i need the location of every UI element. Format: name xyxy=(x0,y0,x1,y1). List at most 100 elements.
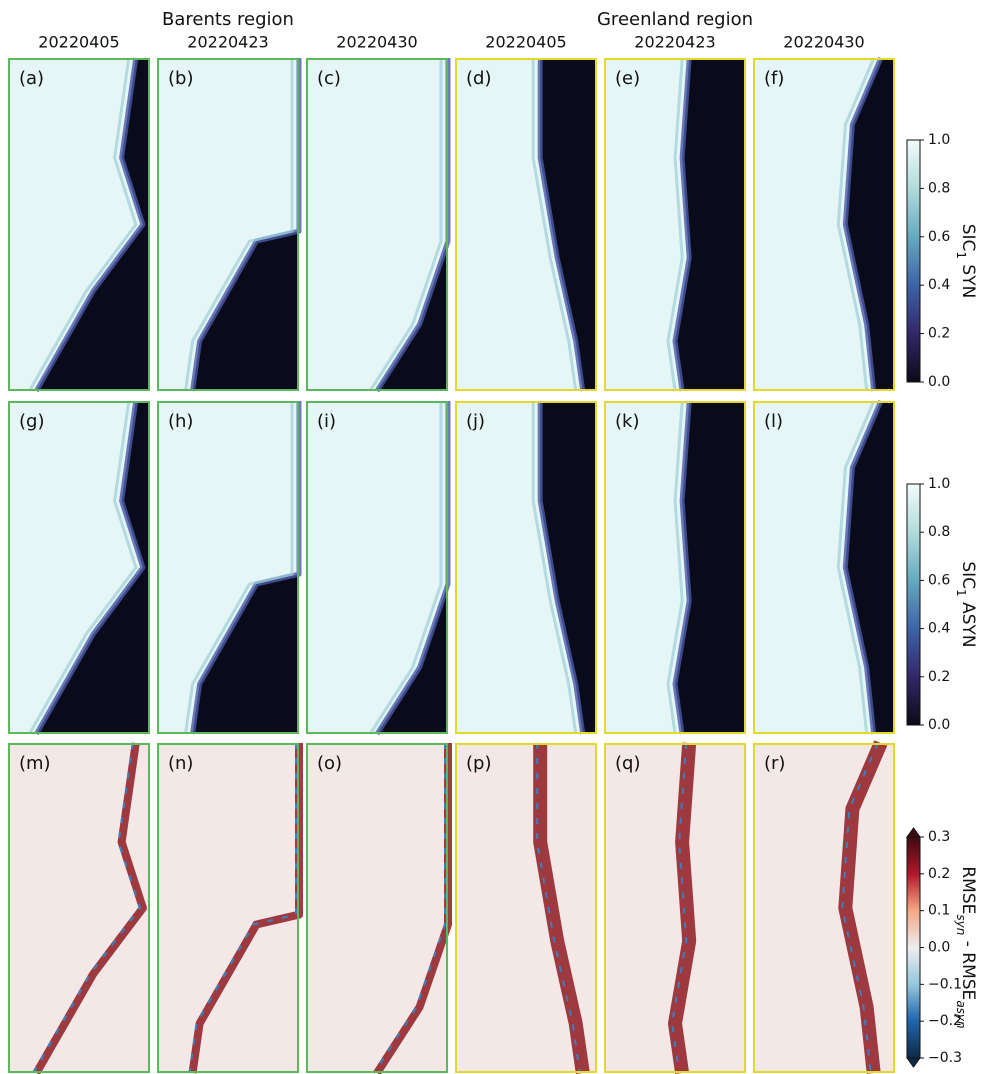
difference-band-blue xyxy=(188,743,297,1074)
open-water xyxy=(845,58,895,391)
difference-band xyxy=(838,740,888,1074)
panel-border xyxy=(306,743,448,1073)
colorbar-fill xyxy=(907,140,920,382)
label-part: SIC xyxy=(958,561,978,589)
date-label: 20220405 xyxy=(485,33,566,52)
panel-border xyxy=(8,401,150,734)
colorbar-tick-label: 0.0 xyxy=(928,940,950,956)
panel-border xyxy=(455,58,597,391)
colorbar-frame xyxy=(906,139,921,383)
colorbar-tick-label: 0.0 xyxy=(928,717,950,733)
label-part: SYN xyxy=(958,259,978,298)
ice-edge-inner xyxy=(531,58,578,392)
panel: (m) xyxy=(8,742,150,1074)
colorbar-tick-label: 0.6 xyxy=(928,229,950,245)
panel-background xyxy=(157,743,299,1073)
ice-edge xyxy=(537,401,586,735)
colorbar-tick-label: 0.6 xyxy=(928,572,950,588)
ice-edge-inner xyxy=(184,58,294,392)
label-subscript: 1 xyxy=(955,589,969,597)
date-label: 20220430 xyxy=(783,33,864,52)
panel-label: (c) xyxy=(317,68,341,89)
difference-band-blue xyxy=(32,742,141,1074)
panel-border xyxy=(8,58,150,391)
colorbar: −0.3 −0.2 −0.1 0.0 0.1 0.2 0.3 RMSEsyn - RMSEas… xyxy=(906,827,978,1068)
open-water xyxy=(675,401,746,734)
panel: (g) xyxy=(8,400,150,736)
open-water xyxy=(377,401,448,734)
panel-label: (p) xyxy=(466,753,491,774)
colorbar-tick-label: 0.2 xyxy=(928,866,950,882)
difference-band-blue xyxy=(373,743,446,1074)
panel-label: (g) xyxy=(19,411,44,432)
colorbar-tick-label: 0.4 xyxy=(928,621,950,637)
ice-edge xyxy=(672,57,692,392)
panel-border xyxy=(604,743,746,1073)
colorbar-label: SIC1 ASYN xyxy=(955,561,979,647)
date-label: 20220423 xyxy=(187,33,268,52)
colorbar-tick-label: 0.8 xyxy=(928,180,950,196)
panel: (q) xyxy=(604,742,746,1074)
colorbar-tick-label: 1.0 xyxy=(928,132,950,148)
difference-band xyxy=(32,742,147,1074)
colorbar-tick-label: 0.8 xyxy=(928,524,950,540)
panel: (k) xyxy=(604,400,746,735)
colorbar-fill xyxy=(907,484,920,725)
open-water xyxy=(540,401,597,734)
panel: (j) xyxy=(455,401,597,735)
panel-border xyxy=(157,401,299,734)
panel-border xyxy=(306,401,448,734)
panel: (e) xyxy=(604,57,746,392)
ice-edge xyxy=(34,57,146,393)
panel: (n) xyxy=(157,743,303,1074)
panel-border xyxy=(157,58,299,391)
panel-label: (r) xyxy=(764,753,785,774)
panel-label: (n) xyxy=(168,753,193,774)
panel: (l) xyxy=(753,400,895,735)
ice-edge xyxy=(537,58,586,392)
label-part: RMSE xyxy=(958,866,978,914)
colorbar-frame xyxy=(906,483,921,726)
ice-edge-inner xyxy=(836,400,876,735)
panel: (b) xyxy=(157,58,302,392)
label-part: SIC xyxy=(958,224,978,252)
label-subscript: asyn xyxy=(955,1000,969,1028)
colorbar-tick-label: −0.3 xyxy=(928,1050,962,1066)
panel: (a) xyxy=(8,57,150,393)
panel-background xyxy=(306,743,448,1073)
panel-border xyxy=(455,743,597,1073)
panel: (h) xyxy=(157,401,302,735)
ice-edge xyxy=(842,57,884,392)
panel-label: (f) xyxy=(764,68,784,89)
ice-edge-inner xyxy=(368,401,443,735)
region-title: Barents region xyxy=(162,9,294,30)
panel-label: (b) xyxy=(168,68,193,89)
panel-border xyxy=(157,743,299,1073)
panel-label: (h) xyxy=(168,411,193,432)
label-part: - RMSE xyxy=(958,935,978,1000)
label-subscript: 1 xyxy=(955,251,969,259)
colorbar-tick-label: 0.2 xyxy=(928,326,950,342)
panel: (o) xyxy=(306,743,452,1074)
panel-border xyxy=(306,58,448,391)
panel-label: (l) xyxy=(764,411,783,432)
colorbar-tick-label: 1.0 xyxy=(928,476,950,492)
panel: (f) xyxy=(753,57,895,392)
ice-edge-inner xyxy=(28,400,138,735)
panel-label: (d) xyxy=(466,68,491,89)
panel-label: (e) xyxy=(615,68,640,89)
open-water xyxy=(36,401,150,734)
colorbar-tick-label: −0.2 xyxy=(928,1013,962,1029)
colorbar-tick-label: 0.4 xyxy=(928,277,950,293)
colorbar-extend-top xyxy=(906,827,921,838)
difference-band-blue xyxy=(536,743,581,1074)
ice-edge-inner xyxy=(666,400,684,735)
colorbar: 0.0 0.2 0.4 0.6 0.8 1.0 SIC1 ASYN xyxy=(906,476,979,733)
ice-edge-inner xyxy=(184,401,294,735)
ice-edge-inner xyxy=(28,57,138,392)
panel-label: (a) xyxy=(19,68,44,89)
colorbar-tick-label: −0.1 xyxy=(928,976,962,992)
colorbar-tick-label: 0.3 xyxy=(928,829,950,845)
colorbar-tick-label: 0.2 xyxy=(928,669,950,685)
ice-edge-inner xyxy=(368,58,443,392)
